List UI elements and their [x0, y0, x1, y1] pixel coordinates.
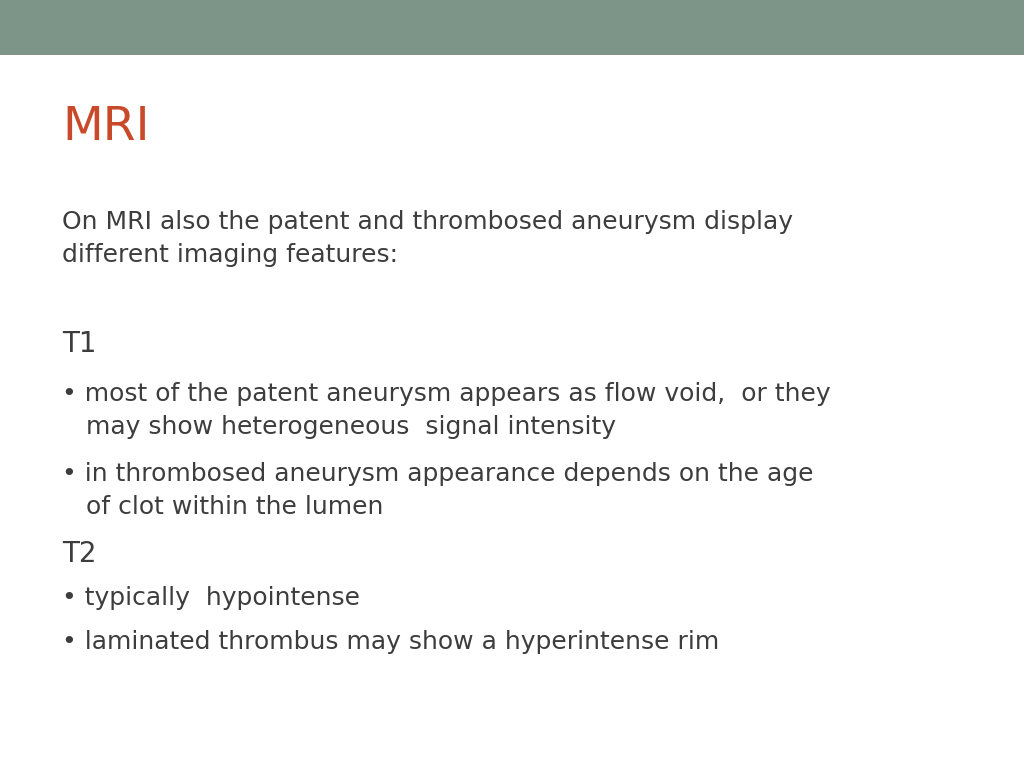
- Text: • laminated thrombus may show a hyperintense rim: • laminated thrombus may show a hyperint…: [62, 630, 719, 654]
- Text: T1: T1: [62, 330, 96, 358]
- Bar: [0, 0, 1024, 55]
- Text: T2: T2: [62, 540, 96, 568]
- Text: • in thrombosed aneurysm appearance depends on the age
   of clot within the lum: • in thrombosed aneurysm appearance depe…: [62, 462, 813, 518]
- Text: On MRI also the patent and thrombosed aneurysm display
different imaging feature: On MRI also the patent and thrombosed an…: [62, 210, 793, 266]
- Text: MRI: MRI: [62, 105, 150, 150]
- Text: • most of the patent aneurysm appears as flow void,  or they
   may show heterog: • most of the patent aneurysm appears as…: [62, 382, 830, 439]
- Text: • typically  hypointense: • typically hypointense: [62, 586, 360, 610]
